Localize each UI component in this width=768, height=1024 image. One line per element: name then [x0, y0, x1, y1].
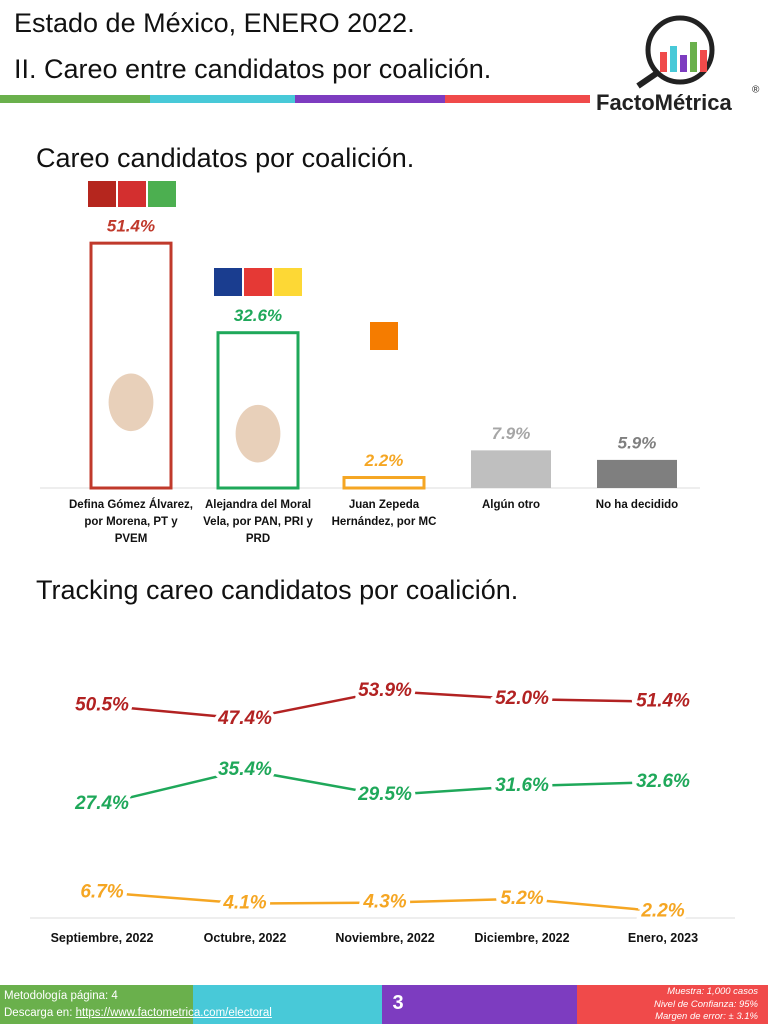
value-label: 53.9%	[358, 680, 412, 701]
line	[101, 768, 664, 806]
chart-title: Careo candidatos por coalición.	[36, 143, 415, 173]
stripe	[295, 95, 445, 103]
value-label: 32.6%	[636, 771, 690, 792]
page-title: Estado de México, ENERO 2022.	[14, 8, 415, 38]
value-label: 31.6%	[495, 775, 549, 796]
x-tick-label: Defina Gómez Álvarez, por Morena, PT y P…	[69, 499, 193, 545]
x-tick-label: Diciembre, 2022	[474, 931, 570, 945]
value-label: 4.1%	[222, 893, 266, 914]
download-label: Descarga en:	[4, 1007, 76, 1019]
value-label: 51.4%	[107, 217, 155, 236]
x-tick-label: Juan Zepeda Hernández, por MC	[331, 499, 437, 528]
value-label: 47.4%	[217, 708, 272, 729]
brand-mark: ®	[752, 85, 760, 96]
value-label: 52.0%	[495, 688, 549, 709]
page-number: 3	[392, 992, 404, 1014]
download: Descarga en: https://www.factometrica.co…	[4, 1007, 272, 1019]
photo	[108, 373, 154, 432]
footer-block	[0, 985, 193, 1024]
x-tick-label: Alejandra del Moral Vela, por PAN, PRI y…	[203, 499, 313, 545]
stripe	[445, 95, 590, 103]
x-tick-label: Enero, 2023	[627, 931, 699, 945]
page-subtitle: II. Careo entre candidatos por coalición…	[14, 54, 492, 84]
sample: Muestra: 1,000 casos	[667, 986, 758, 997]
value-label: 32.6%	[234, 306, 282, 325]
value-label: 2.2%	[364, 451, 404, 470]
bar	[471, 450, 551, 488]
error: Margen de error: ± 3.1%	[655, 1011, 758, 1022]
bar	[597, 459, 677, 488]
photo	[235, 404, 281, 463]
brand: FactoMétrica	[596, 90, 732, 115]
stripe	[150, 95, 295, 103]
footer-block	[382, 985, 577, 1024]
x-tick-label: Octubre, 2022	[203, 931, 287, 945]
link[interactable]: https://www.factometrica.com/electoral	[75, 1007, 272, 1019]
line	[101, 689, 664, 721]
value-label: 35.4%	[218, 759, 272, 780]
confidence: Nivel de Confianza: 95%	[653, 998, 758, 1010]
value-label: 7.9%	[492, 424, 531, 443]
sample-info: Muestra: 1,000 casos Nivel de Confianza:…	[654, 986, 758, 1024]
x-tick-label: Noviembre, 2022	[335, 931, 435, 945]
bar	[342, 476, 426, 490]
line	[101, 891, 664, 913]
footer-block	[577, 985, 768, 1024]
party-logos	[88, 181, 398, 350]
methodology: Metodología página: 4	[4, 990, 118, 1002]
x-tick-label: Algún otro	[481, 499, 541, 511]
value-label: 51.4%	[636, 691, 690, 712]
stripe	[0, 95, 150, 103]
value-label: 6.7%	[80, 881, 123, 902]
logo	[636, 15, 715, 89]
value-label: 4.3%	[362, 892, 406, 913]
footer-block	[193, 985, 382, 1024]
value-label: 5.2%	[500, 888, 543, 909]
chart-title: Tracking careo candidatos por coalición.	[36, 575, 519, 605]
value-label: 2.2%	[640, 901, 684, 922]
x-tick-label: Septiembre, 2022	[50, 931, 154, 945]
bar	[89, 241, 173, 490]
x-tick-label: No ha decidido	[595, 499, 679, 511]
value-label: 50.5%	[75, 695, 129, 716]
value-label: 27.4%	[74, 793, 129, 814]
value-label: 5.9%	[618, 433, 657, 452]
value-label: 29.5%	[357, 784, 412, 805]
